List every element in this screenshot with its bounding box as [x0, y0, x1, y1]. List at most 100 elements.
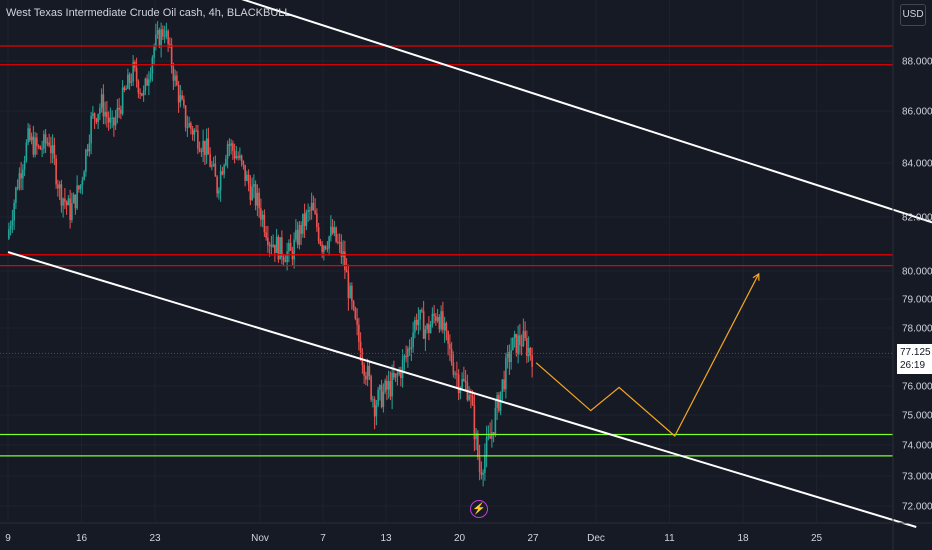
candle-body: [232, 143, 234, 151]
candle-body: [99, 107, 101, 114]
candle-body: [303, 213, 306, 227]
candle-body: [314, 210, 316, 214]
candle-body: [288, 242, 290, 252]
candle-body: [517, 335, 519, 355]
price-tick-label: 76.000: [902, 382, 932, 393]
candle-body: [370, 376, 372, 400]
candle-body: [95, 118, 98, 123]
candle-body: [510, 350, 512, 363]
candle-body: [249, 184, 252, 200]
time-tick-label: 7: [320, 533, 326, 544]
candle-body: [505, 357, 507, 390]
candle-body: [482, 472, 484, 475]
candle-body: [36, 137, 38, 146]
candle-body: [153, 46, 155, 58]
candle-body: [174, 75, 176, 81]
candle-body: [51, 145, 54, 154]
candle-body: [522, 331, 525, 346]
candle-body: [293, 239, 295, 260]
candle-body: [317, 227, 320, 241]
candle-body: [426, 324, 428, 330]
candle-body: [431, 313, 434, 325]
bar-countdown: 26:19: [900, 360, 926, 371]
candle-body: [527, 348, 530, 357]
candle-body: [64, 198, 66, 202]
candle-body: [156, 30, 159, 35]
candle-body: [137, 81, 140, 93]
candle-body: [237, 156, 239, 158]
candle-body: [450, 348, 453, 363]
candle-body: [221, 171, 224, 175]
candle-body: [289, 242, 292, 251]
candle-body: [58, 184, 61, 189]
candle-body: [11, 220, 14, 226]
channel: [7, 0, 932, 528]
candle-body: [172, 67, 175, 81]
candle-body: [305, 212, 308, 227]
candle-body: [30, 136, 33, 141]
currency-button[interactable]: USD: [900, 4, 926, 26]
candle-body: [123, 87, 126, 90]
candle-body: [139, 92, 141, 94]
candle-body: [244, 164, 246, 181]
candle-body: [209, 154, 211, 167]
candle-body: [436, 316, 439, 321]
candle-body: [261, 214, 264, 220]
candle-body: [111, 117, 113, 119]
levels: [0, 45, 893, 457]
candle-body: [494, 407, 497, 435]
last-price-tag: 77.125 26:19: [897, 344, 932, 374]
candle-body: [459, 388, 462, 394]
candle-body: [361, 358, 364, 366]
price-axis[interactable]: 88.000 86.000 84.000 82.000 80.000 79.000 78.0…: [892, 0, 932, 550]
candle-body: [491, 432, 493, 439]
candle-body: [463, 379, 465, 381]
candle-body: [23, 160, 26, 170]
candle-body: [443, 322, 446, 331]
candle-body: [57, 184, 59, 189]
candle-body: [151, 57, 154, 74]
candle-body: [251, 186, 253, 200]
candle-body: [116, 107, 119, 118]
time-tick-label: 27: [527, 533, 539, 544]
candle-body: [15, 187, 17, 203]
candle-body: [442, 311, 444, 331]
candle-body: [48, 142, 50, 146]
candle-body: [485, 437, 488, 455]
candle-body: [32, 136, 35, 155]
candle-body: [468, 395, 470, 400]
candle-body: [344, 251, 346, 270]
candle-body: [186, 127, 189, 129]
candle-body: [323, 246, 325, 253]
candle-body: [267, 237, 269, 246]
candle-body: [366, 365, 369, 380]
time-tick-label: 25: [811, 533, 823, 544]
lightning-icon[interactable]: ⚡: [470, 500, 488, 518]
candle-body: [144, 78, 147, 91]
candle-body: [401, 359, 404, 378]
candle-body: [422, 311, 425, 339]
candle-body: [405, 355, 407, 357]
candles: [8, 21, 533, 487]
candle-body: [373, 399, 376, 417]
price-tick-label: 79.000: [902, 295, 932, 306]
candle-body: [216, 176, 218, 194]
candle-body: [300, 225, 302, 234]
candle-body: [258, 192, 260, 209]
candle-body: [478, 456, 481, 472]
candle-body: [519, 335, 521, 345]
candle-body: [445, 322, 448, 332]
price-tick-label: 80.000: [902, 267, 932, 278]
candle-body: [454, 373, 456, 375]
candle-body: [219, 171, 222, 191]
candle-body: [184, 105, 187, 128]
candle-body: [53, 145, 56, 159]
candle-body: [298, 225, 301, 245]
candle-body: [120, 109, 122, 114]
time-axis[interactable]: 9 16 23 Nov 7 13 20 27 Dec 11 18 25: [0, 522, 932, 544]
candle-body: [88, 143, 91, 152]
candle-body: [130, 81, 133, 83]
candle-body: [83, 171, 85, 181]
candle-body: [149, 73, 152, 80]
